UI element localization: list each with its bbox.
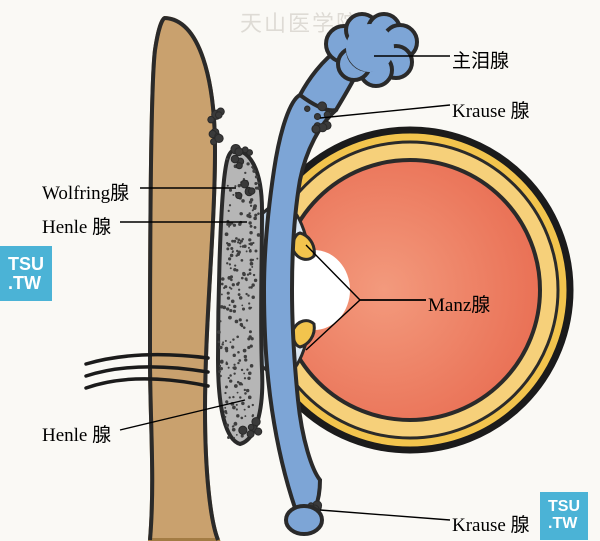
diagram-stage: 天山医学院 主泪腺 Krause 腺 Wolfring腺 Henle 腺 Man…	[0, 0, 600, 541]
label-main-lacrimal: 主泪腺	[452, 46, 509, 73]
label-manz: Manz腺	[428, 290, 490, 317]
label-henle-bottom: Henle 腺	[42, 420, 111, 447]
watermark-badge-right: TSU .TW	[540, 492, 588, 540]
label-wolfring: Wolfring腺	[42, 178, 129, 205]
label-krause-top: Krause 腺	[452, 96, 530, 123]
watermark-badge-left: TSU .TW	[0, 246, 52, 301]
label-krause-bottom: Krause 腺	[452, 510, 530, 537]
anatomy-svg	[0, 0, 600, 541]
label-henle-top: Henle 腺	[42, 212, 111, 239]
